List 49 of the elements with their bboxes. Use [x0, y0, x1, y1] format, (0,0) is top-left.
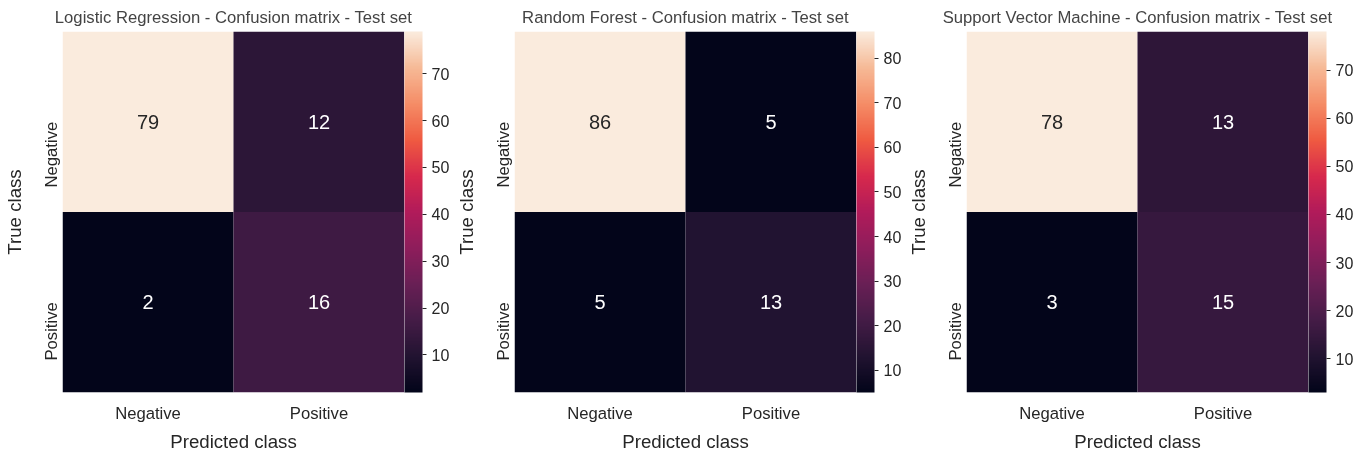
data-label: 13 — [759, 291, 783, 314]
color-bar-label: 50 — [431, 159, 450, 177]
data-label: 5 — [594, 291, 606, 314]
color-bar-label: 70 — [1335, 62, 1354, 80]
x-tick-label: Negative — [1019, 403, 1085, 423]
y-axis-title: True class — [455, 169, 477, 255]
chart-title: Random Forest - Confusion matrix - Test set — [522, 7, 849, 27]
color-bar-label: 40 — [1335, 206, 1354, 224]
color-bar-label: 60 — [883, 139, 902, 157]
data-label: 78 — [1040, 110, 1064, 133]
data-label: 79 — [136, 110, 160, 133]
color-bar-label: 40 — [883, 228, 902, 246]
color-bar-label: 70 — [431, 65, 450, 83]
x-tick-label: Negative — [567, 403, 633, 423]
x-axis-title: Predicted class — [1074, 430, 1201, 452]
color-bar-label: 30 — [431, 253, 450, 271]
data-label: 15 — [1211, 291, 1235, 314]
color-bar-label: 30 — [883, 273, 902, 291]
x-axis-title: Predicted class — [170, 430, 297, 452]
color-bar-label: 80 — [883, 50, 902, 68]
data-label: 5 — [765, 110, 777, 133]
color-bar-label: 40 — [431, 206, 450, 224]
x-axis-title: Predicted class — [622, 430, 749, 452]
data-label: 16 — [307, 291, 331, 314]
color-bar-label: 10 — [883, 362, 902, 380]
x-tick-label: Positive — [289, 403, 349, 423]
color-bar-label: 50 — [883, 183, 902, 201]
color-bar-label: 60 — [1335, 110, 1354, 128]
data-label: 13 — [1211, 110, 1235, 133]
x-tick-label: Negative — [115, 403, 181, 423]
color-bar-label: 60 — [431, 112, 450, 130]
color-bar-label: 70 — [883, 94, 902, 112]
color-bar-label: 20 — [431, 300, 450, 318]
data-label: 3 — [1046, 291, 1058, 314]
x-tick-label: Positive — [741, 403, 801, 423]
color-bar-label: 50 — [1335, 158, 1354, 176]
y-axis-title: True class — [3, 169, 25, 255]
color-bar-label: 10 — [431, 346, 450, 364]
x-tick-label: Positive — [1193, 403, 1253, 423]
color-bar-label: 20 — [883, 317, 902, 335]
color-bar-label: 10 — [1335, 350, 1354, 368]
data-label: 12 — [307, 110, 331, 133]
data-label: 2 — [142, 291, 154, 314]
data-label: 86 — [588, 110, 612, 133]
chart-title: Logistic Regression - Confusion matrix - Test set — [54, 7, 413, 27]
chart-title: Support Vector Machine - Confusion matrix - Test set — [942, 7, 1333, 27]
y-axis-title: True class — [907, 169, 929, 255]
color-bar-label: 30 — [1335, 254, 1354, 272]
color-bar-label: 20 — [1335, 302, 1354, 320]
